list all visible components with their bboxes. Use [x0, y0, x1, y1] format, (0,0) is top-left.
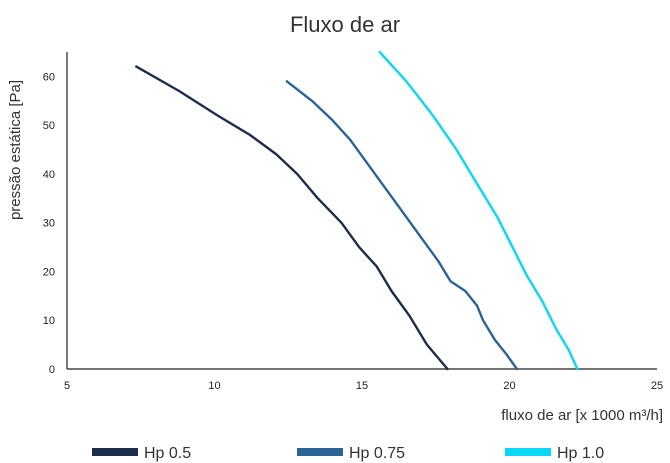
- legend-label: Hp 0.75: [349, 445, 405, 462]
- y-tick-label: 40: [43, 169, 55, 181]
- series-line: [135, 65, 449, 371]
- y-tick-label: 30: [43, 218, 55, 230]
- chart-title: Fluxo de ar: [290, 12, 400, 37]
- y-tick-label: 0: [49, 364, 55, 376]
- x-tick-label: 25: [651, 380, 663, 392]
- axes: [66, 52, 657, 370]
- legend-swatch: [505, 448, 551, 456]
- legend-label: Hp 1.0: [557, 445, 604, 462]
- legend-swatch: [297, 448, 343, 456]
- y-tick-labels: 0 10 20 30 40 50 60: [43, 71, 55, 376]
- legend-label: Hp 0.5: [144, 445, 191, 462]
- x-tick-label: 20: [503, 380, 515, 392]
- y-tick-label: 10: [43, 315, 55, 327]
- series-lines: [135, 50, 579, 371]
- y-tick-label: 20: [43, 266, 55, 278]
- y-tick-label: 50: [43, 120, 55, 132]
- x-tick-label: 15: [356, 380, 368, 392]
- x-axis-title: fluxo de ar [x 1000 m³/h]: [501, 407, 663, 424]
- legend: Hp 0.5 Hp 0.75 Hp 1.0: [92, 445, 604, 462]
- x-tick-labels: 5 10 15 20 25: [64, 380, 663, 392]
- x-tick-label: 5: [64, 380, 70, 392]
- y-axis-title: pressão estática [Pa]: [7, 80, 24, 220]
- series-line: [378, 50, 579, 371]
- legend-swatch: [92, 448, 138, 456]
- y-tick-label: 60: [43, 71, 55, 83]
- x-tick-label: 10: [208, 380, 220, 392]
- series-line: [285, 80, 519, 371]
